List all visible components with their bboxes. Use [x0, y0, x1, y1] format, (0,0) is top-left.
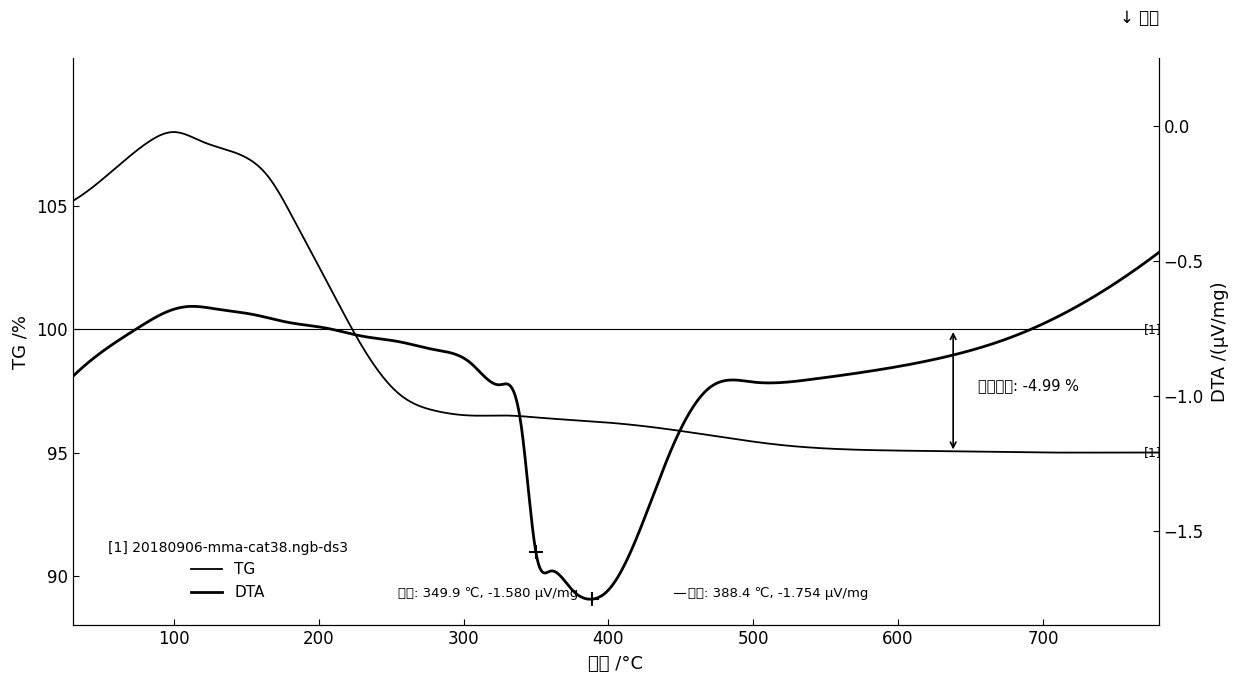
Y-axis label: TG /%: TG /%: [11, 315, 29, 369]
Text: 峰値: 349.9 ℃, -1.580 μV/mg: 峰値: 349.9 ℃, -1.580 μV/mg: [398, 587, 579, 600]
Text: 质量变化: -4.99 %: 质量变化: -4.99 %: [978, 378, 1079, 393]
Legend: TG, DTA: TG, DTA: [102, 535, 355, 606]
Text: ↓ 放热: ↓ 放热: [1120, 9, 1159, 27]
Y-axis label: DTA /(μV/mg): DTA /(μV/mg): [1211, 281, 1229, 402]
Text: 峰値: 388.4 ℃, -1.754 μV/mg: 峰値: 388.4 ℃, -1.754 μV/mg: [688, 587, 868, 600]
Text: [1]: [1]: [1145, 323, 1162, 336]
Text: [1]: [1]: [1145, 446, 1162, 459]
X-axis label: 温度 /°C: 温度 /°C: [588, 655, 644, 673]
